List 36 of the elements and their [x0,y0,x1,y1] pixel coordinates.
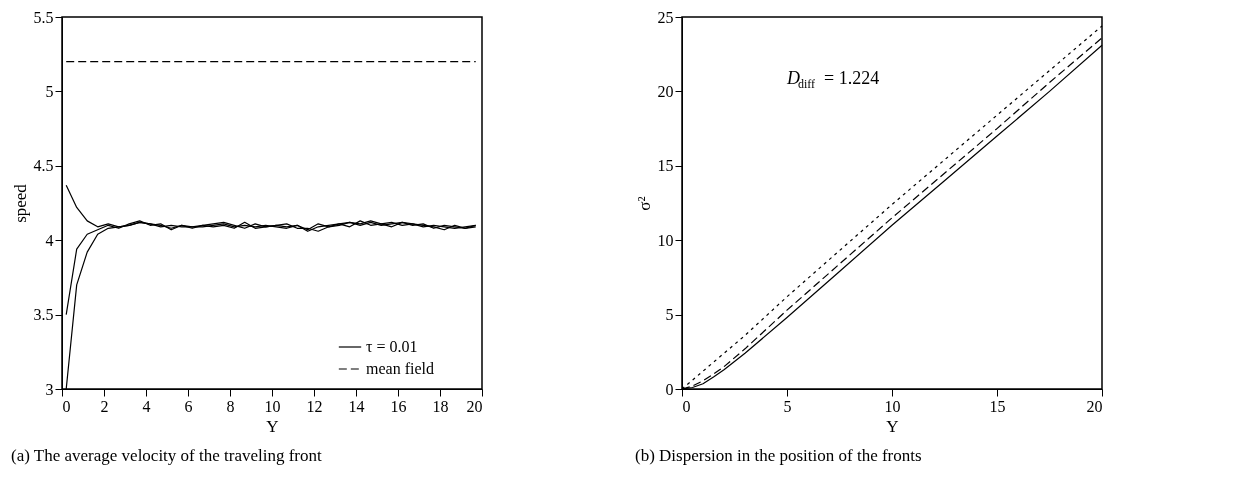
y-axis-title: σ² [634,196,654,211]
y-tick-label: 25 [657,8,674,26]
y-tick-label: 3 [45,380,54,398]
x-tick-label: 15 [989,397,1006,415]
x-tick-label: 12 [306,397,323,415]
y-tick-label: 5 [665,306,674,324]
text: (a) The average velocity of the traveling front [11,446,323,465]
y-tick-label: 3.5 [33,306,54,324]
legend-label: τ = 0.01 [366,338,418,355]
x-tick-label: 8 [226,397,235,415]
x-tick-label: 0 [62,397,71,415]
x-tick-label: 14 [348,397,365,415]
x-tick-label: 10 [884,397,901,415]
y-tick-label: 15 [657,157,674,175]
x-tick-label: 18 [432,397,449,415]
y-tick-label: 10 [657,231,674,249]
y-tick-label: 5.5 [33,8,54,26]
x-tick-label: 20 [466,397,483,415]
y-tick-label: 0 [665,380,674,398]
y-axis-title: speed [10,183,30,223]
x-tick-label: 16 [390,397,407,415]
legend-label: mean field [366,360,434,377]
x-tick-label: 2 [100,397,109,415]
x-axis-title: Y [886,416,899,436]
x-axis-title: Y [266,416,279,436]
y-tick-label: 20 [657,82,674,100]
x-tick-label: 4 [142,397,151,415]
x-tick-label: 0 [682,397,691,415]
x-tick-label: 10 [264,397,281,415]
x-tick-label: 20 [1086,397,1103,415]
y-tick-label: 5 [45,82,54,100]
y-tick-label: 4.5 [33,157,54,175]
x-tick-label: 6 [184,397,193,415]
y-tick-label: 4 [45,231,54,249]
x-tick-label: 5 [783,397,792,415]
text: (b) Dispersion in the position of the fronts [635,446,922,465]
